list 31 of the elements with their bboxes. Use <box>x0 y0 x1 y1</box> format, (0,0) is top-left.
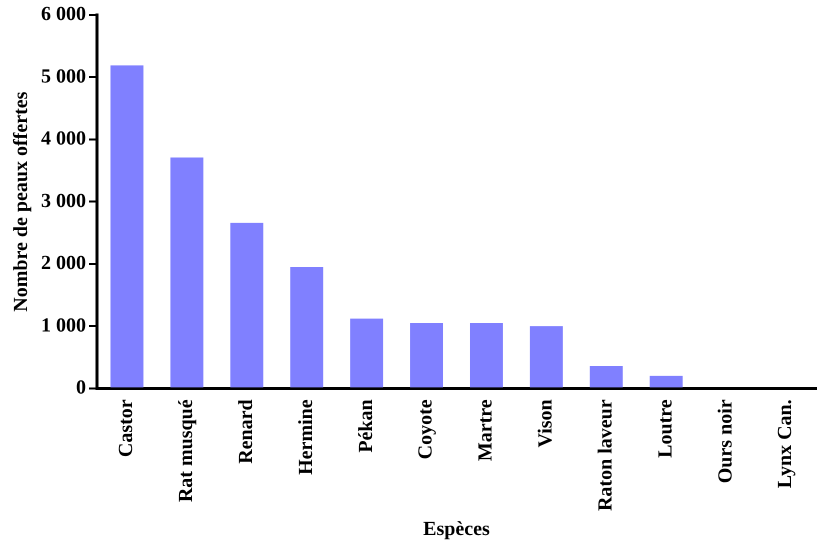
y-tick-label: 0 <box>76 376 86 399</box>
bar <box>530 326 563 388</box>
x-tick-label: Raton laveur <box>594 399 616 512</box>
y-tick-label: 1 000 <box>41 314 86 336</box>
x-tick-label: Martre <box>474 399 497 462</box>
bar <box>470 323 503 388</box>
y-tick-label: 3 000 <box>41 190 86 212</box>
bar <box>110 65 144 388</box>
y-tick-label: 5 000 <box>41 65 86 88</box>
y-axis-title: Nombre de peaux offertes <box>10 91 32 312</box>
bar <box>410 323 444 388</box>
bar <box>290 267 324 388</box>
bar <box>170 157 204 388</box>
x-tick-label: Lynx Can. <box>774 399 796 488</box>
bar <box>230 222 264 388</box>
x-axis-title: Espèces <box>423 518 490 540</box>
x-tick-label: Rat musqué <box>175 399 198 502</box>
x-tick-label: Renard <box>234 399 257 464</box>
x-tick-label: Ours noir <box>714 399 736 484</box>
x-tick-label: Coyote <box>414 399 437 460</box>
x-tick-label: Castor <box>115 399 138 458</box>
y-tick-label: 2 000 <box>41 252 86 274</box>
y-tick-label: 4 000 <box>41 128 86 150</box>
bar <box>350 318 384 388</box>
y-tick-label: 6 000 <box>41 3 86 26</box>
bar <box>650 376 683 388</box>
x-tick-label: Hermine <box>294 399 317 475</box>
x-tick-label: Loutre <box>654 399 676 458</box>
bar <box>590 366 623 388</box>
x-tick-label: Vison <box>534 399 557 448</box>
x-tick-label: Pékan <box>354 399 377 453</box>
